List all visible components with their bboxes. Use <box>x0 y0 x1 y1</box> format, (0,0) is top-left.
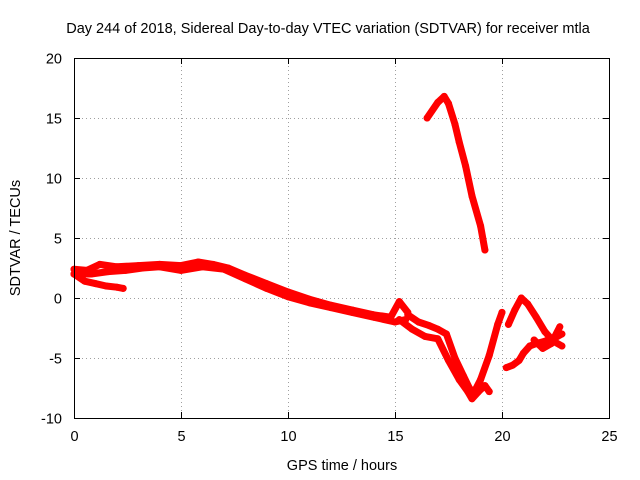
data-point <box>494 320 502 328</box>
x-tick-label: 25 <box>601 429 617 445</box>
data-point <box>408 325 416 333</box>
x-tick-label: 15 <box>387 429 403 445</box>
data-point <box>423 114 431 122</box>
data-series-7 <box>423 92 489 254</box>
data-point <box>511 306 519 314</box>
data-point <box>498 308 506 316</box>
data-point <box>539 344 547 352</box>
y-tick-label: 15 <box>46 112 62 128</box>
data-point <box>524 300 532 308</box>
data-point <box>445 100 452 108</box>
data-series-2 <box>70 263 410 326</box>
x-tick-label: 10 <box>280 429 296 445</box>
data-point <box>404 311 412 319</box>
data-point <box>556 323 564 331</box>
data-point <box>395 316 403 324</box>
grid <box>74 58 609 418</box>
data-point <box>421 332 429 340</box>
data-point <box>477 376 485 384</box>
data-point <box>485 388 493 396</box>
data-point <box>481 246 489 254</box>
data-point <box>91 280 99 288</box>
data-point <box>532 313 540 321</box>
data-point <box>113 283 121 291</box>
data-point <box>468 392 476 400</box>
data-point <box>415 318 422 326</box>
x-tick-label: 0 <box>70 429 78 445</box>
data-point <box>96 260 104 268</box>
y-tick-label: -10 <box>41 412 62 428</box>
data-point <box>530 336 538 344</box>
data-point <box>455 376 463 384</box>
data-point <box>220 265 228 273</box>
data-point <box>440 92 448 100</box>
data-point <box>395 298 403 306</box>
data-point <box>519 349 527 357</box>
data-point <box>177 266 185 274</box>
data-point <box>477 222 485 230</box>
data-point <box>348 308 356 316</box>
chart-title: Day 244 of 2018, Sidereal Day-to-day VTE… <box>66 21 590 37</box>
x-tick-label: 5 <box>177 429 185 445</box>
y-tick-label: 5 <box>54 232 62 248</box>
data-point <box>241 275 249 283</box>
data-point <box>526 342 534 350</box>
data-point <box>434 98 442 106</box>
data-point <box>104 268 112 276</box>
data-point <box>305 299 313 307</box>
data-point <box>284 293 292 301</box>
x-axis-label: GPS time / hours <box>287 458 397 474</box>
data-point <box>509 361 517 369</box>
data-point <box>425 322 433 330</box>
data-point <box>547 340 555 348</box>
data-point <box>156 263 164 271</box>
data-point <box>462 162 470 170</box>
data-point <box>502 364 510 372</box>
y-tick-label: 0 <box>54 292 62 308</box>
data-point <box>87 270 95 278</box>
data-point <box>442 330 450 338</box>
data-point <box>434 335 442 343</box>
data-point <box>558 342 566 350</box>
data-point <box>119 284 127 292</box>
data-point <box>504 320 512 328</box>
data-point <box>139 264 146 272</box>
data-point <box>121 266 129 274</box>
data-layer <box>70 92 566 403</box>
data-point <box>515 356 523 364</box>
data-point <box>198 263 206 271</box>
y-axis-label: SDTVAR / TECUs <box>8 180 24 296</box>
data-point <box>263 284 271 292</box>
data-point <box>517 294 525 302</box>
data-point <box>370 313 378 321</box>
y-tick-label: 20 <box>46 52 62 68</box>
data-point <box>455 138 463 146</box>
y-tick-label: -5 <box>49 352 62 368</box>
data-point <box>102 282 110 290</box>
data-point <box>541 328 549 336</box>
y-tick-label: 10 <box>46 172 62 188</box>
data-point <box>464 388 472 396</box>
data-point <box>468 192 476 200</box>
data-point <box>445 356 452 364</box>
data-point <box>451 354 459 362</box>
x-tick-label: 20 <box>494 429 510 445</box>
data-series-10 <box>530 323 564 352</box>
data-point <box>434 325 442 333</box>
data-point <box>481 382 489 390</box>
data-point <box>327 304 335 312</box>
data-point <box>81 277 89 285</box>
data-point <box>451 120 459 128</box>
data-point <box>485 352 493 360</box>
ticks: 0 5 10 15 20 25 -10 -5 0 5 10 15 20 <box>41 52 618 446</box>
